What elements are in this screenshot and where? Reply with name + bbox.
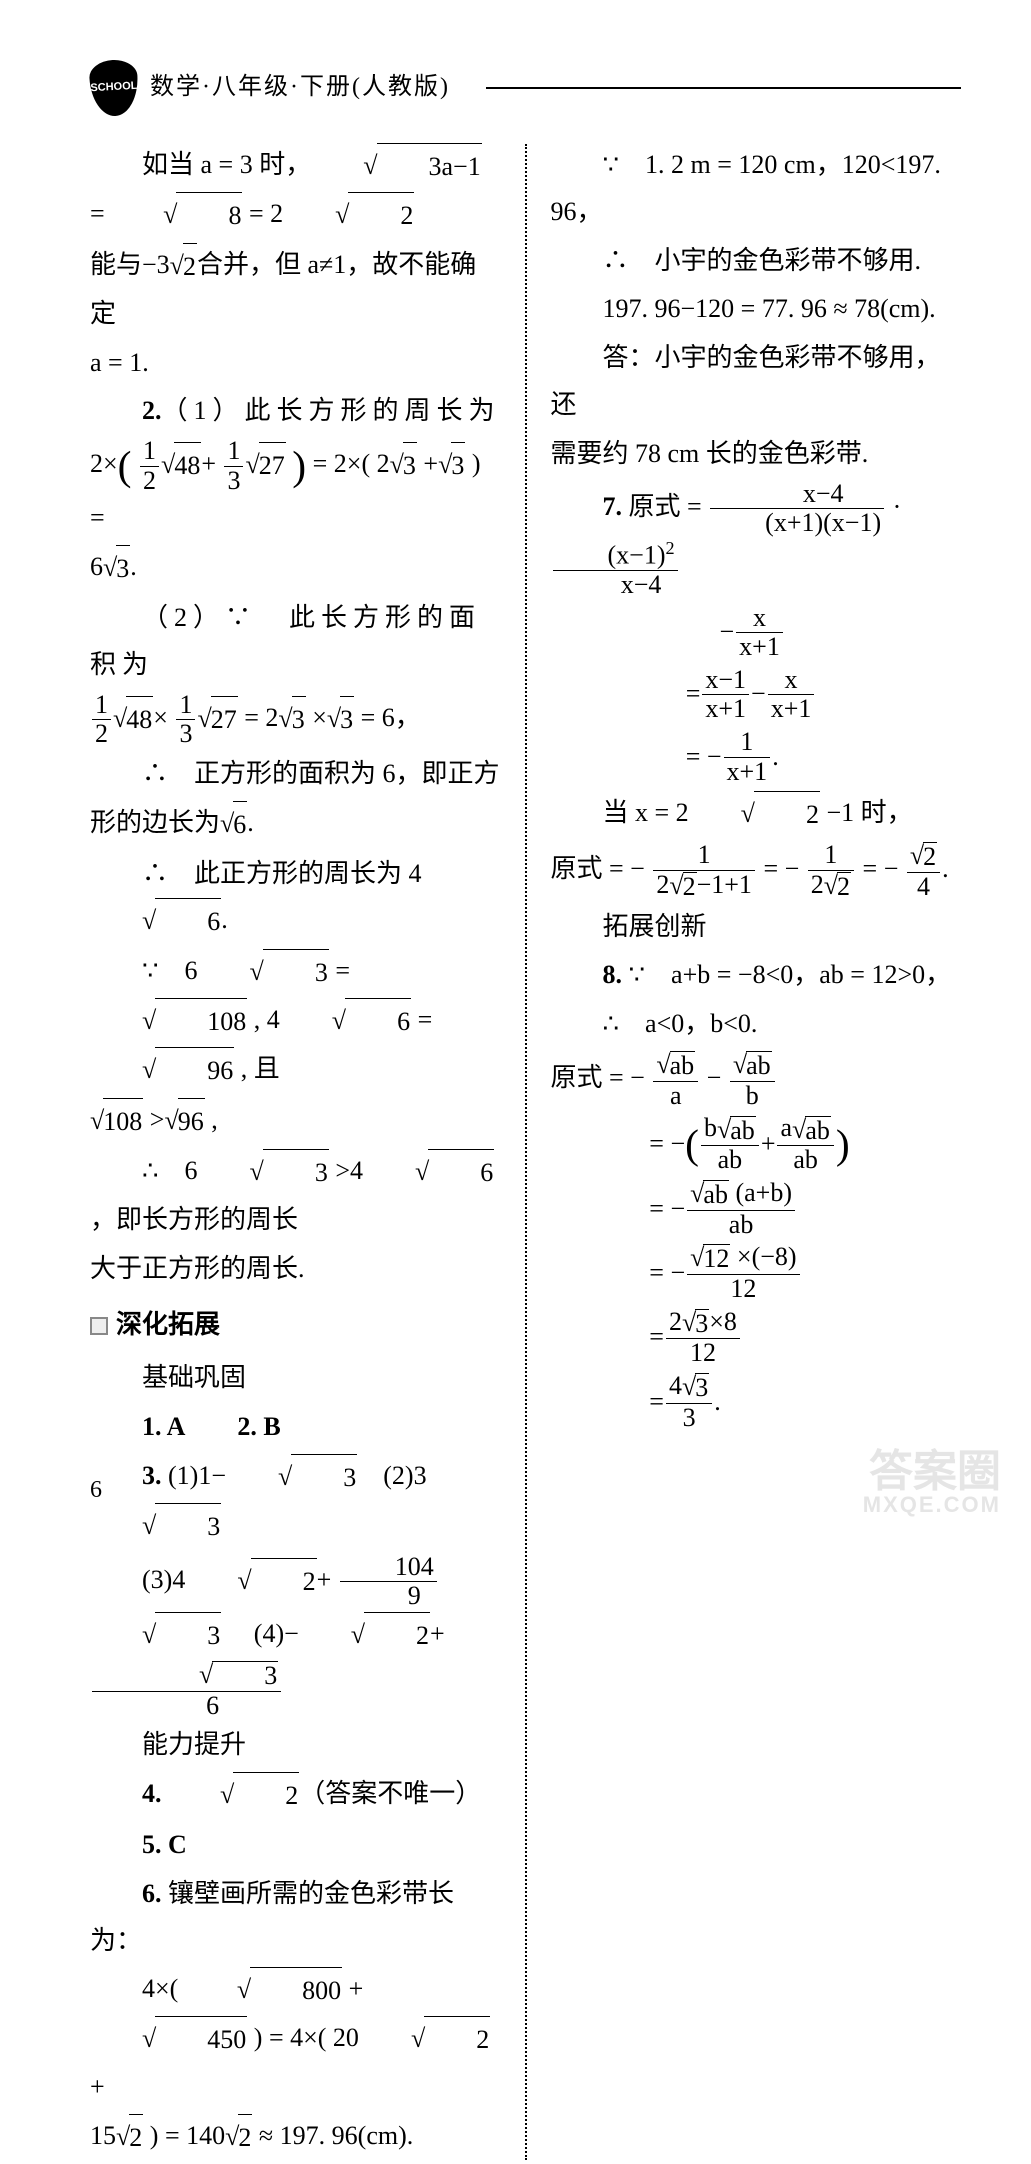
header-rule [486,87,961,89]
answer-line: 5. C [90,1822,501,1869]
eq-line: 原式 = − 122−1+1 = − 122 = − 24. [551,841,962,901]
q2-1-head: 2.（1）此长方形的周长为 [90,388,501,435]
subsection-nengli: 能力提升 [90,1722,501,1769]
eq-block: = −( babab + aabab ) = − ab (a+b)ab = − … [603,1114,962,1432]
section-shenhua: 深化拓展 [90,1302,501,1349]
text-line: 如当 a = 3 时，3a−1 = 8 = 22 [90,142,501,240]
page-header: SCHOOL 数学·八年级·下册(人教版) [90,60,961,116]
text-line: ∵ 1. 2 m = 120 cm，120<197. 96， [551,142,962,236]
text-line: 答：小宇的金色彩带不够用，还 [551,335,962,429]
subsection-tuozhan: 拓展创新 [551,904,962,951]
eq-line: 63. [90,544,501,593]
eq-line: 2×( 1248+ 1327 ) = 2×( 23 +3 ) = [90,437,501,542]
text-line: ∴ 此正方形的周长为 46. [90,851,501,947]
text-line: 108 >96 , [90,1097,501,1146]
eq-line: 4×( 800 +450 ) = 4×( 202 + [90,1966,501,2111]
text-line: ∵ 63 = 108 , 46 = 96 , 且 [90,948,501,1095]
text-line: 能与−32合并，但 a≠1，故不能确定 [90,242,501,338]
text-line: ∴ 小宇的金色彩带不够用. [551,238,962,285]
subsection-jichu: 基础巩固 [90,1355,501,1402]
text-line: 当 x = 22 −1 时， [551,790,962,839]
text-line: ∴ 63 >46 ，即长方形的周长 [90,1148,501,1244]
eq-line: 原式 = − aba − abb [551,1050,962,1110]
text-line: 大于正方形的周长. [90,1246,501,1293]
eq-line: 1248× 1327 = 23 ×3 = 6， [90,691,501,749]
text-line: ∴ 正方形的面积为 6，即正方 [90,751,501,798]
answer-line: 1. A 2. B [90,1404,501,1451]
square-icon [90,1317,108,1335]
text-line: 形的边长为6. [90,800,501,849]
eq-line: 152 ) = 1402 ≈ 197. 96(cm). [90,2113,501,2162]
content-area: 如当 a = 3 时，3a−1 = 8 = 22 能与−32合并，但 a≠1，故… [90,140,961,2164]
page-number: 6 [90,1469,102,1512]
text-line: ∴ a<0，b<0. [551,1001,962,1048]
answer-line: 6. 镶壁画所需的金色彩带长为： [90,1871,501,1965]
right-column: ∵ 1. 2 m = 120 cm，120<197. 96， ∴ 小宇的金色彩带… [551,140,962,2164]
q7-line: 7. 原式 = x−4(x+1)(x−1) · (x−1)2x−4 [551,480,962,600]
text-line: a = 1. [90,340,501,387]
page-title: 数学·八年级·下册(人教版) [150,66,450,109]
column-divider [525,144,527,2160]
answer-line: (3)42+ 10493 (4)−2+ 36 [90,1553,501,1721]
answer-line: 3. (1)1−3 (2)33 [90,1453,501,1551]
eq-block: −xx+1 =x−1x+1−xx+1 = −1x+1. [603,604,962,787]
school-logo-icon: SCHOOL [89,59,140,117]
text-line: 需要约 78 cm 长的金色彩带. [551,431,962,478]
text-line: 197. 96−120 = 77. 96 ≈ 78(cm). [551,286,962,333]
answer-line: 4. 2（答案不唯一） [90,1771,501,1820]
q8-line: 8. ∵ a+b = −8<0，ab = 12>0， [551,952,962,999]
q2-2-head: （2）∵ 此长方形的面积为 [90,595,501,689]
left-column: 如当 a = 3 时，3a−1 = 8 = 22 能与−32合并，但 a≠1，故… [90,140,501,2164]
